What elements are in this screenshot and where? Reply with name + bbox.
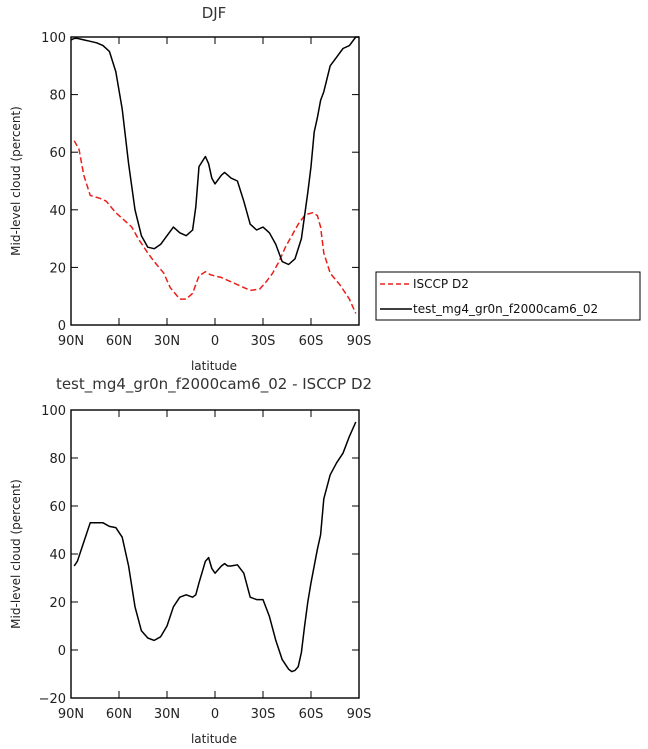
y-tick-label: 20	[49, 596, 66, 611]
x-tick-label: 30N	[154, 707, 180, 722]
x-tick-label: 60N	[106, 707, 132, 722]
panel-bottom: test_mg4_gr0n_f2000cam6_02 - ISCCP D2 90…	[9, 375, 372, 746]
plot-frame	[70, 36, 360, 326]
x-tick-label: 90S	[347, 334, 372, 349]
chart-title: test_mg4_gr0n_f2000cam6_02 - ISCCP D2	[56, 375, 372, 394]
x-axis-label: latitude	[191, 732, 237, 746]
x-tick-label: 30S	[251, 707, 276, 722]
ticks-layer: 90N 60N 30N 0 30S 60S 90S −20 0 20 40 60 80 100	[39, 404, 372, 722]
y-tick-label: 40	[49, 548, 66, 563]
y-tick-label: 60	[49, 146, 66, 161]
y-tick-label: 100	[41, 31, 66, 46]
y-tick-label: 80	[49, 452, 66, 467]
legend-box	[375, 271, 641, 321]
x-tick-label: 60N	[106, 334, 132, 349]
legend: ISCCP D2 test_mg4_gr0n_f2000cam6_02	[375, 271, 641, 321]
series-line-1	[73, 421, 357, 673]
x-tick-label: 60S	[299, 707, 324, 722]
x-tick-label: 90N	[58, 334, 84, 349]
series-layer	[70, 36, 359, 314]
series-line-1	[73, 140, 357, 314]
x-tick-label: 0	[211, 707, 219, 722]
y-tick-label: 80	[49, 89, 66, 104]
y-tick-label: 40	[49, 204, 66, 219]
x-tick-label: 30N	[154, 334, 180, 349]
y-tick-label: 0	[58, 644, 66, 659]
series-line-2	[70, 36, 359, 266]
x-tick-label: 90S	[347, 707, 372, 722]
legend-label-isccp: ISCCP D2	[413, 277, 469, 291]
y-axis-label: Mid-level cloud (percent)	[9, 106, 23, 256]
chart-title: DJF	[202, 4, 227, 22]
x-tick-label: 60S	[299, 334, 324, 349]
series-layer	[73, 421, 357, 673]
y-tick-label: −20	[39, 692, 66, 707]
y-tick-label: 100	[41, 404, 66, 419]
x-tick-label: 90N	[58, 707, 84, 722]
ticks-layer: 90N 60N 30N 0 30S 60S 90S 0 20 40 60 80 100	[41, 31, 371, 349]
legend-label-model: test_mg4_gr0n_f2000cam6_02	[413, 302, 598, 316]
panel-top: DJF 90N 60N 30N 0 30S 60S 90S 0 20 40 60 80 100 lati…	[9, 4, 641, 373]
x-tick-label: 30S	[251, 334, 276, 349]
y-tick-label: 20	[49, 261, 66, 276]
x-tick-label: 0	[211, 334, 219, 349]
x-axis-label: latitude	[191, 359, 237, 373]
y-tick-label: 0	[58, 319, 66, 334]
y-axis-label: Mid-level cloud (percent)	[9, 479, 23, 629]
y-tick-label: 60	[49, 500, 66, 515]
